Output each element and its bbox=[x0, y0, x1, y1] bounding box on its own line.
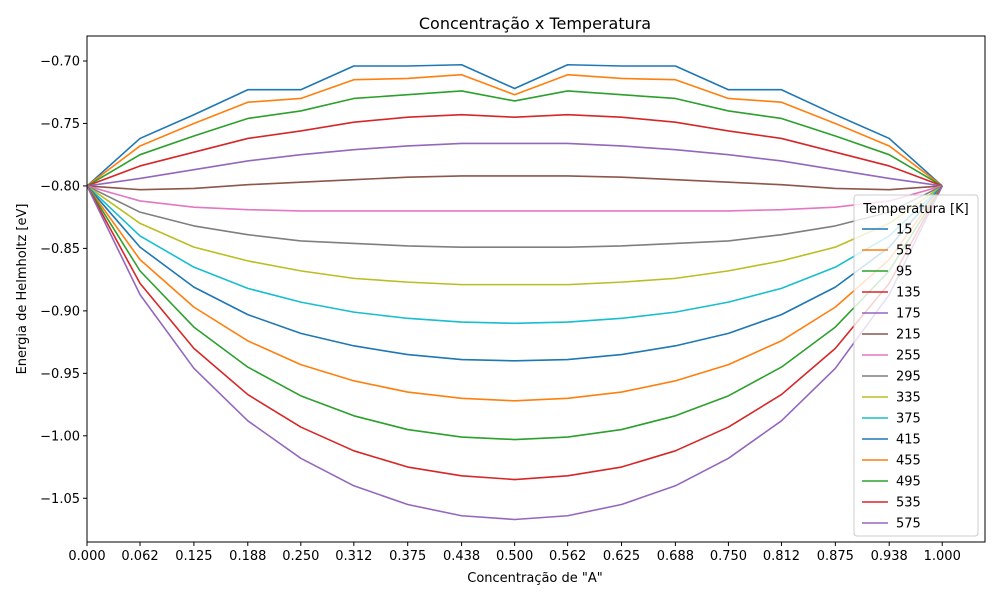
x-tick-label: 0.250 bbox=[282, 549, 319, 564]
legend-label-15: 15 bbox=[896, 223, 913, 238]
legend-label-415: 415 bbox=[896, 433, 921, 448]
y-tick-label: −0.80 bbox=[40, 179, 80, 194]
x-tick-label: 0.562 bbox=[549, 549, 586, 564]
series-line-455 bbox=[86, 185, 943, 402]
series-line-215 bbox=[86, 175, 943, 191]
y-tick-label: −1.05 bbox=[40, 492, 80, 507]
legend-label-175: 175 bbox=[896, 307, 921, 322]
series-line-15 bbox=[86, 63, 943, 187]
legend-label-295: 295 bbox=[896, 370, 921, 385]
x-tick-label: 1.000 bbox=[924, 549, 961, 564]
legend-box bbox=[853, 194, 979, 537]
series-line-255 bbox=[86, 185, 943, 212]
x-tick-label: 0.438 bbox=[443, 549, 480, 564]
x-tick-label: 0.312 bbox=[335, 549, 372, 564]
series-line-335 bbox=[86, 185, 943, 286]
x-tick-label: 0.375 bbox=[389, 549, 426, 564]
series-line-175 bbox=[86, 142, 943, 187]
x-tick-label: 0.188 bbox=[229, 549, 266, 564]
chart-title: Concentração x Temperatura bbox=[419, 14, 651, 33]
series-line-55 bbox=[86, 73, 943, 187]
series-line-295 bbox=[86, 185, 943, 248]
legend-label-375: 375 bbox=[896, 412, 921, 427]
x-tick-label: 0.938 bbox=[871, 549, 908, 564]
legend-entries: 15 55 95 135 175 215 255 295 335 375 415 455 495 535 5… bbox=[862, 223, 921, 532]
series-line-575 bbox=[86, 185, 943, 521]
series-line-95 bbox=[86, 90, 943, 187]
legend-label-55: 55 bbox=[896, 244, 913, 259]
x-tick-label: 0.125 bbox=[175, 549, 212, 564]
legend: Temperatura [K] 15 55 95 135 175 215 255 295 335… bbox=[853, 194, 979, 537]
series-line-375 bbox=[86, 185, 943, 325]
axes-ticks: 0.000 0.062 0.125 0.188 0.250 0.312 0.375 0.438… bbox=[40, 54, 961, 564]
y-tick-label: −0.95 bbox=[40, 367, 80, 382]
legend-label-455: 455 bbox=[896, 454, 921, 469]
legend-label-535: 535 bbox=[896, 496, 921, 511]
legend-label-215: 215 bbox=[896, 328, 921, 343]
y-axis-label: Energia de Helmholtz [eV] bbox=[15, 204, 30, 375]
y-tick-label: −0.70 bbox=[40, 54, 80, 69]
x-tick-label: 0.062 bbox=[121, 549, 158, 564]
series-line-415 bbox=[86, 185, 943, 362]
y-tick-label: −1.00 bbox=[40, 429, 80, 444]
legend-label-495: 495 bbox=[896, 475, 921, 490]
x-tick-label: 0.750 bbox=[710, 549, 747, 564]
series-lines bbox=[86, 63, 943, 521]
y-tick-label: −0.90 bbox=[40, 304, 80, 319]
series-line-535 bbox=[86, 185, 943, 481]
legend-label-135: 135 bbox=[896, 286, 921, 301]
legend-label-575: 575 bbox=[896, 517, 921, 532]
plot-frame bbox=[86, 35, 986, 543]
legend-title: Temperatura [K] bbox=[862, 202, 968, 217]
y-tick-label: −0.85 bbox=[40, 242, 80, 257]
x-tick-label: 0.688 bbox=[657, 549, 694, 564]
y-tick-label: −0.75 bbox=[40, 117, 80, 132]
legend-label-95: 95 bbox=[896, 265, 913, 280]
x-tick-label: 0.500 bbox=[496, 549, 533, 564]
series-line-135 bbox=[86, 113, 943, 187]
series-line-495 bbox=[86, 185, 943, 441]
x-tick-label: 0.812 bbox=[763, 549, 800, 564]
x-tick-label: 0.625 bbox=[603, 549, 640, 564]
x-tick-label: 0.000 bbox=[68, 549, 105, 564]
x-axis-label: Concentração de "A" bbox=[467, 571, 603, 586]
legend-label-255: 255 bbox=[896, 349, 921, 364]
legend-label-335: 335 bbox=[896, 391, 921, 406]
x-tick-label: 0.875 bbox=[817, 549, 854, 564]
